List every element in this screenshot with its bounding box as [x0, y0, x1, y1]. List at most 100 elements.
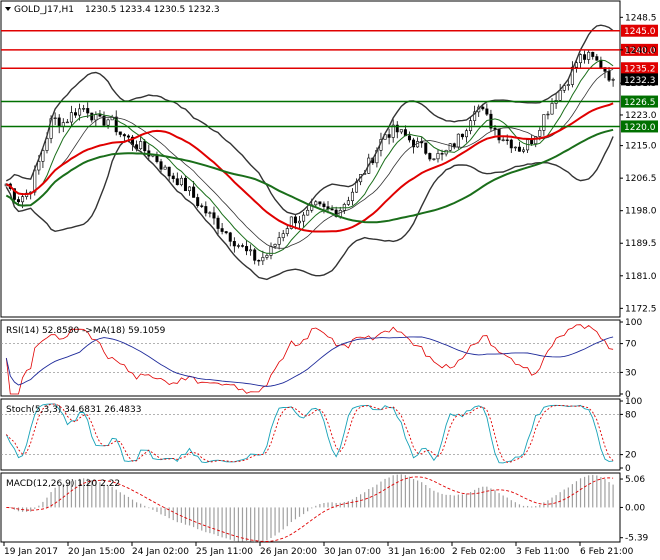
candle-body: [53, 117, 57, 119]
time-tick-label: 26 Jan 20:00: [260, 547, 317, 557]
candle-body: [448, 143, 452, 151]
candle-body: [542, 114, 546, 131]
ma-mid: [6, 69, 614, 249]
candle-body: [456, 133, 460, 148]
macd-series: 5.06 0.00 -5.39: [6, 474, 649, 544]
candle-body: [102, 115, 106, 126]
candle-body: [192, 186, 196, 198]
stoch-tick-label: 0: [625, 464, 631, 474]
stoch-tick-label: 80: [625, 410, 637, 420]
candle-body: [45, 138, 49, 151]
candle-body: [240, 245, 244, 247]
stoch-label: Stoch(5,3,3) 34.6831 26.4833: [6, 405, 141, 415]
candle-body: [265, 255, 269, 258]
candle-body: [232, 241, 236, 247]
candle-body: [159, 161, 163, 170]
stoch-series: 100 80 20 0: [1, 397, 642, 474]
ohlc-label: 1230.5 1233.4 1230.5 1232.3: [85, 5, 220, 15]
candle-body: [139, 141, 143, 150]
candle-body: [391, 124, 395, 138]
candle-body: [599, 59, 603, 68]
symbol-label: GOLD_J17,H1: [14, 5, 74, 15]
stoch-tick-label: 20: [625, 451, 637, 461]
level-label: 1245.0: [624, 27, 656, 37]
candle-body: [94, 114, 98, 121]
candle-body: [583, 54, 587, 60]
time-tick-label: 30 Jan 07:00: [324, 547, 381, 557]
candle-body: [171, 175, 175, 180]
candle-body: [196, 197, 200, 207]
candle-body: [412, 139, 416, 148]
macd-signal-line: [6, 476, 614, 542]
rsi-series: 100 70 30 0: [1, 318, 642, 400]
stoch-main-line: [5, 403, 614, 464]
candle-body: [249, 249, 253, 252]
current-price-tag: [621, 73, 658, 86]
candle-body: [126, 135, 130, 138]
level-tag: [621, 120, 658, 133]
candle-body: [281, 233, 285, 238]
candle-body: [469, 120, 473, 132]
candle-body: [73, 112, 77, 116]
time-tick-label: 25 Jan 11:00: [196, 547, 253, 557]
macd-tick-label: -5.39: [625, 534, 649, 544]
symbol-menu-icon[interactable]: [5, 7, 11, 11]
candle-body: [277, 237, 281, 245]
price-series: [4, 24, 615, 281]
candle-body: [407, 135, 411, 141]
candle-body: [464, 130, 468, 138]
candle-body: [208, 212, 212, 214]
level-label: 1240.0: [624, 46, 656, 56]
time-tick-label: 31 Jan 16:00: [388, 547, 445, 557]
candle-body: [188, 186, 192, 192]
candle-body: [21, 196, 25, 203]
price-tick-label: 1223.0: [625, 111, 657, 121]
rsi-tick-label: 70: [625, 340, 637, 350]
time-tick-label: 6 Feb 21:00: [580, 547, 634, 557]
level-tag: [621, 95, 658, 108]
candle-body: [513, 146, 517, 149]
candle-body: [200, 205, 204, 207]
rsi-ma-line: [5, 336, 614, 387]
candle-body: [167, 166, 171, 177]
time-tick-label: 19 Jan 2017: [4, 547, 58, 557]
candle-body: [538, 130, 542, 137]
candle-body: [428, 153, 432, 160]
candle-body: [387, 134, 391, 138]
rsi-label: RSI(14) 52.8580 ->MA(18) 59.1059: [6, 326, 166, 336]
candle-body: [285, 228, 289, 234]
candle-body: [224, 231, 228, 234]
main-pane[interactable]: [0, 0, 621, 318]
candle-body: [591, 51, 595, 57]
candle-body: [440, 153, 444, 155]
rsi-line: [5, 324, 614, 395]
level-tag: [621, 62, 658, 75]
level-label: 1226.5: [624, 98, 656, 108]
price-tick-label: 1181.0: [625, 272, 657, 282]
price-tick-label: 1206.5: [625, 174, 657, 184]
candle-body: [481, 106, 485, 110]
candle-body: [257, 260, 261, 262]
candle-body: [546, 113, 550, 116]
macd-tick-label: 5.06: [625, 475, 645, 485]
candle-body: [306, 209, 310, 216]
candle-body: [289, 216, 293, 229]
price-axis: 1248.51240.01231.31223.01215.01206.51198…: [620, 13, 658, 314]
bollinger-lower: [5, 136, 614, 281]
stoch-tick-label: 100: [625, 397, 642, 407]
candle-body: [122, 134, 126, 137]
candle-body: [611, 79, 615, 81]
candle-body: [522, 149, 526, 152]
price-tick-label: 1189.5: [625, 239, 657, 249]
candle-body: [497, 129, 501, 141]
candle-body: [220, 228, 224, 232]
time-axis: 19 Jan 2017 20 Jan 15:00 24 Jan 02:00 25 Ja…: [3, 542, 634, 557]
candle-body: [245, 246, 249, 252]
candle-body: [253, 249, 257, 261]
candle-body: [436, 153, 440, 160]
candle-body: [143, 141, 147, 152]
time-tick-label: 3 Feb 11:00: [516, 547, 570, 557]
candle-body: [302, 214, 306, 222]
candle-body: [82, 108, 86, 110]
